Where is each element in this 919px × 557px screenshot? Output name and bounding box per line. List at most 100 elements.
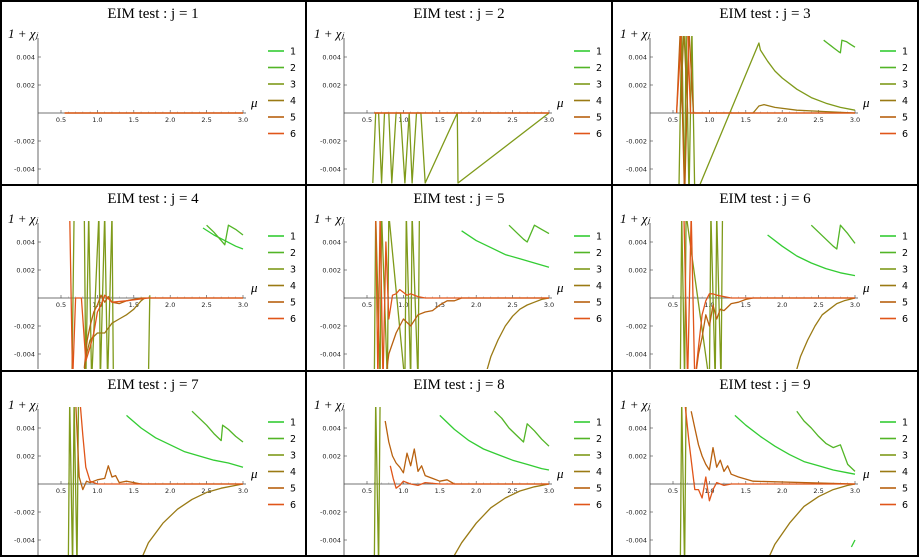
- y-tick-label: -0.002: [14, 508, 35, 516]
- legend-label-1: 1: [902, 47, 908, 58]
- series-group: [372, 112, 550, 184]
- series-line-2: [810, 224, 856, 250]
- x-tick-label: 2.0: [777, 116, 787, 124]
- panel-7: EIM test : j = 7 1 + χⱼ μ 0.5 1.0 1.5 2.0 2.5 3.…: [8, 377, 296, 555]
- series-line-6: [389, 465, 549, 489]
- legend-label-4: 4: [902, 281, 908, 292]
- legend-label-6: 6: [902, 129, 908, 140]
- series-line-4: [453, 483, 550, 555]
- legend-label-4: 4: [596, 281, 602, 292]
- series-line-5: [695, 297, 855, 369]
- y-axis-label: 1 + χⱼ: [8, 397, 38, 412]
- x-axis-label: μ: [556, 466, 564, 481]
- x-axis-label: μ: [556, 280, 564, 295]
- series-line-6: [684, 407, 855, 502]
- series-line-1: [439, 414, 550, 471]
- y-axis-label: 1 + χⱼ: [314, 211, 344, 226]
- y-tick-label: -0.002: [320, 322, 341, 330]
- panel-8: EIM test : j = 8 1 + χⱼ μ 0.5 1.0 1.5 2.0 2.5 3.…: [314, 377, 602, 555]
- x-tick-label: 1.0: [92, 116, 102, 124]
- x-tick-label: 2.0: [471, 116, 481, 124]
- chart-title: EIM test : j = 4: [107, 191, 199, 207]
- x-tick-label: 3.0: [544, 116, 554, 124]
- y-axis-label: 1 + χⱼ: [8, 26, 38, 41]
- series-line-2: [508, 224, 550, 243]
- legend-label-1: 1: [596, 418, 602, 429]
- y-tick-label: -0.004: [14, 536, 35, 544]
- y-tick-label: 0.004: [16, 424, 35, 432]
- y-tick-label: -0.002: [14, 137, 35, 145]
- x-tick-label: 2.5: [507, 301, 517, 309]
- series-line-1: [850, 539, 856, 548]
- legend-label-1: 1: [290, 232, 296, 243]
- series-line-2: [796, 410, 856, 472]
- y-tick-label: -0.004: [626, 165, 647, 173]
- legend-label-6: 6: [596, 500, 602, 511]
- y-tick-label: -0.004: [320, 350, 341, 358]
- x-tick-label: 0.5: [362, 301, 372, 309]
- series-line-3: [373, 407, 381, 555]
- x-tick-label: 1.5: [741, 116, 751, 124]
- legend-label-3: 3: [902, 451, 908, 462]
- y-axis-label: 1 + χⱼ: [314, 397, 344, 412]
- series-line-4: [142, 483, 244, 555]
- x-tick-label: 1.0: [704, 116, 714, 124]
- series-line-4: [486, 297, 550, 369]
- legend-label-5: 5: [902, 484, 908, 495]
- legend-label-4: 4: [596, 96, 602, 107]
- x-tick-label: 1.5: [741, 487, 751, 495]
- legend-label-6: 6: [290, 314, 296, 325]
- legend-label-3: 3: [290, 265, 296, 276]
- series-line-4: [83, 297, 146, 369]
- y-tick-label: 0.002: [16, 452, 35, 460]
- legend-label-2: 2: [596, 63, 602, 74]
- chart-title: EIM test : j = 1: [107, 6, 198, 22]
- legend-label-3: 3: [596, 265, 602, 276]
- x-tick-label: 0.5: [668, 301, 678, 309]
- legend-label-2: 2: [902, 248, 908, 259]
- legend-label-5: 5: [290, 298, 296, 309]
- series-group: [373, 407, 550, 555]
- chart-title: EIM test : j = 7: [107, 377, 199, 393]
- series-line-3: [372, 112, 550, 184]
- legend-label-2: 2: [290, 248, 296, 259]
- x-tick-label: 2.0: [471, 301, 481, 309]
- y-axis-label: 1 + χⱼ: [620, 211, 650, 226]
- series-group: [67, 407, 244, 555]
- y-tick-label: 0.002: [628, 266, 647, 274]
- x-tick-label: 1.0: [92, 487, 102, 495]
- chart-title: EIM test : j = 3: [719, 6, 810, 22]
- y-tick-label: 0.002: [322, 452, 341, 460]
- x-tick-label: 3.0: [544, 301, 554, 309]
- x-tick-label: 3.0: [238, 301, 248, 309]
- series-line-4: [769, 483, 856, 555]
- legend-label-5: 5: [902, 113, 908, 124]
- y-axis-label: 1 + χⱼ: [314, 26, 344, 41]
- series-line-1: [126, 414, 244, 468]
- series-group: [679, 221, 856, 369]
- y-tick-label: -0.004: [320, 165, 341, 173]
- x-tick-label: 1.0: [704, 487, 714, 495]
- series-line-5: [83, 294, 243, 369]
- series-line-3: [679, 407, 687, 555]
- legend-label-4: 4: [290, 281, 296, 292]
- chart-title: EIM test : j = 5: [413, 191, 504, 207]
- chart-title: EIM test : j = 9: [719, 377, 810, 393]
- series-line-3: [679, 221, 724, 369]
- x-tick-label: 0.5: [362, 116, 372, 124]
- legend-label-6: 6: [596, 129, 602, 140]
- x-tick-label: 1.0: [398, 487, 408, 495]
- y-tick-label: 0.002: [16, 81, 35, 89]
- x-tick-label: 3.0: [544, 487, 554, 495]
- series-line-3: [678, 36, 856, 184]
- panel-3: EIM test : j = 3 1 + χⱼ μ 0.5 1.0 1.5 2.0 2.5 3.…: [620, 6, 908, 184]
- x-tick-label: 0.5: [668, 116, 678, 124]
- legend-label-1: 1: [902, 418, 908, 429]
- series-group: [69, 221, 244, 369]
- series-group: [675, 36, 856, 184]
- y-axis-label: 1 + χⱼ: [8, 211, 38, 226]
- x-tick-label: 1.5: [129, 301, 139, 309]
